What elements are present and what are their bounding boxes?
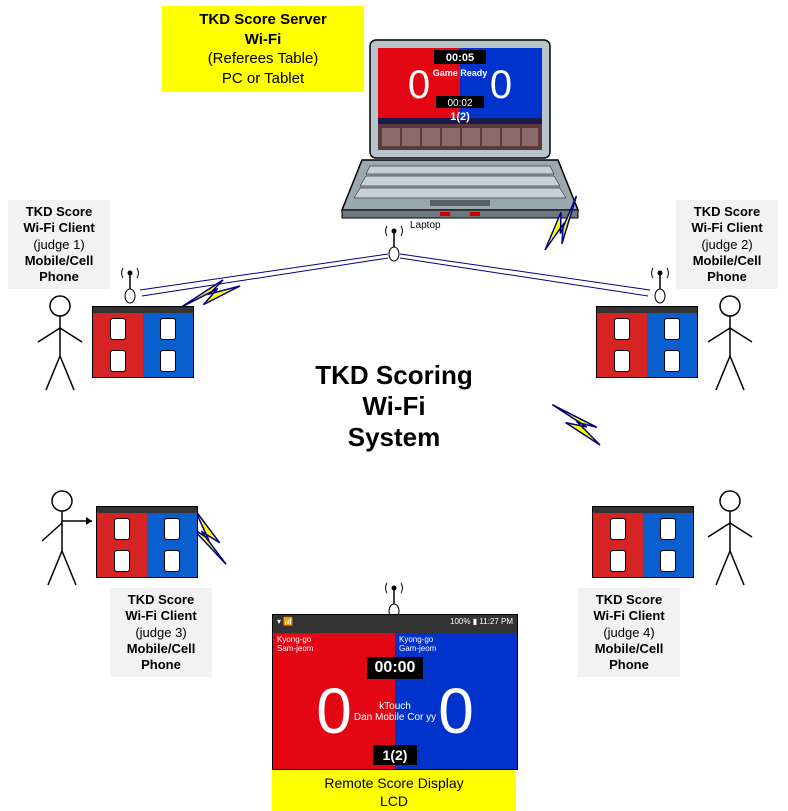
server-l2: Wi-Fi [245,31,282,48]
sb-name-blue: Kyong-goGam-jeom [395,633,517,653]
diagram-stage: { "colors":{ "yellow":"#ffff00","grey":"… [0,0,788,811]
server-l1: TKD Score Server [199,11,327,28]
remote-scoreboard: ▾ 📶 100% ▮ 11:27 PM Kyong-goSam-jeom Kyo… [272,614,518,770]
center-title: TKD Scoring Wi-Fi System [264,360,524,453]
sb-score-red: 0 [273,653,395,769]
svg-text:1(2): 1(2) [450,111,470,123]
scoreapp-j3 [96,506,198,578]
judge2-label: TKD Score Wi-Fi Client (judge 2) Mobile/… [676,200,778,289]
scoreapp-j4 [592,506,694,578]
sb-status-l: ▾ 📶 [273,615,395,633]
laptop-icon: 0 0 00:05 Game Ready 00:02 1(2) [342,40,578,218]
judge1-label: TKD Score Wi-Fi Client (judge 1) Mobile/… [8,200,110,289]
server-label: TKD Score Server Wi-Fi (Referees Table) … [162,6,364,92]
laptop-caption: Laptop [410,220,441,231]
svg-text:00:05: 00:05 [446,52,474,64]
judge3-label: TKD Score Wi-Fi Client (judge 3) Mobile/… [110,588,212,677]
svg-text:0: 0 [490,63,512,107]
scoreapp-j1 [92,306,194,378]
scoreapp-j2 [596,306,698,378]
svg-text:Game Ready: Game Ready [433,68,488,78]
svg-text:00:02: 00:02 [447,98,472,109]
svg-text:0: 0 [408,63,430,107]
sb-score-blue: 0 [395,653,517,769]
judge4-label: TKD Score Wi-Fi Client (judge 4) Mobile/… [578,588,680,677]
server-l3: (Referees Table) [208,50,319,67]
display-label: Remote Score Display LCD [272,770,516,811]
sb-status-r: 100% ▮ 11:27 PM [395,615,517,633]
sb-name-red: Kyong-goSam-jeom [273,633,395,653]
server-l4: PC or Tablet [222,70,304,87]
